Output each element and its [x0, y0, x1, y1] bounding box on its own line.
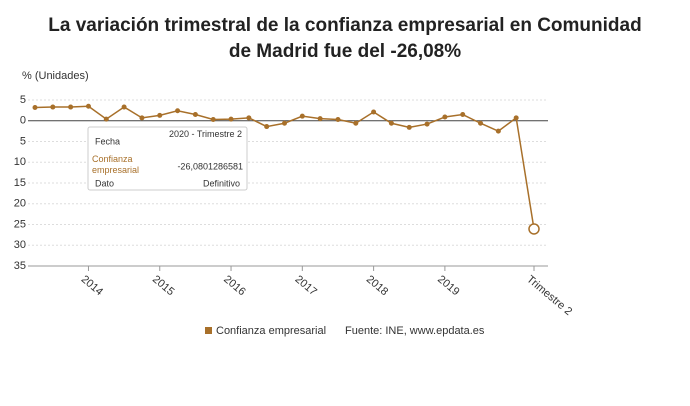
data-point — [139, 115, 145, 121]
tooltip-key: Dato — [95, 178, 114, 188]
data-point — [50, 104, 56, 110]
data-point — [353, 120, 359, 126]
y-tick-label: 35 — [14, 260, 26, 272]
y-tick-label: 20 — [14, 198, 26, 210]
data-point — [121, 104, 127, 110]
legend-label: Confianza empresarial — [216, 325, 326, 337]
chart-title: La variación trimestral de la confianza … — [48, 15, 641, 36]
data-point — [157, 112, 163, 118]
y-tick-label: 15 — [14, 177, 26, 189]
tooltip-value: -26,0801286581 — [177, 161, 243, 171]
x-tick-label: 2018 — [364, 273, 390, 298]
data-point — [299, 113, 305, 119]
y-tick-label: 10 — [14, 156, 26, 168]
y-tick-label: 0 — [20, 115, 26, 127]
data-point — [528, 223, 540, 235]
y-tick-label: 25 — [14, 218, 26, 230]
y-tick-label: 5 — [20, 94, 26, 106]
y-tick-label: 30 — [14, 239, 26, 251]
data-point — [513, 115, 519, 121]
tooltip-box — [87, 126, 248, 191]
data-point — [406, 124, 412, 130]
data-point — [442, 114, 448, 120]
tooltip-value-text: 2020 - Trimestre 2 — [168, 129, 242, 139]
x-tick-label: 2015 — [150, 273, 176, 298]
data-point — [478, 120, 484, 126]
data-point — [228, 116, 234, 122]
x-tick-label: 2014 — [79, 273, 105, 298]
tooltip-key-text: Confianza empresarial — [92, 154, 140, 175]
tooltip-value: Definitivo — [203, 178, 240, 188]
data-point — [264, 124, 270, 130]
source: Fuente: INE, www.epdata.es — [345, 325, 485, 337]
data-point — [335, 117, 341, 123]
data-point — [424, 121, 430, 127]
data-point — [210, 117, 216, 123]
data-point — [495, 128, 501, 134]
data-point — [175, 108, 181, 114]
tooltip-key: Confianza empresarial — [92, 154, 140, 175]
data-point — [460, 112, 466, 118]
x-tick-label: Trimestre 2 — [524, 273, 574, 318]
tooltip: Fecha 2020 - Trimestre 2 Confianza empresa… — [87, 126, 248, 191]
tooltip-value: 2020 - Trimestre 2 — [168, 129, 242, 139]
legend-swatch — [205, 327, 212, 334]
tooltip-key: Fecha — [95, 136, 120, 146]
chart-title: de Madrid fue del -26,08% — [229, 41, 461, 62]
y-tick-label: 5 — [20, 135, 26, 147]
y-axis-label: % (Unidades) — [22, 70, 89, 82]
data-point — [388, 120, 394, 126]
data-point — [68, 104, 74, 110]
data-point — [103, 116, 109, 122]
data-point — [192, 112, 198, 118]
data-point — [317, 116, 323, 122]
data-point — [85, 103, 91, 109]
x-tick-label: 2019 — [435, 273, 461, 298]
data-point — [282, 120, 287, 126]
data-point — [32, 104, 38, 110]
data-point — [371, 109, 377, 115]
x-tick-label: 2017 — [293, 273, 319, 298]
data-point — [246, 115, 252, 121]
x-tick-label: 2016 — [221, 273, 247, 298]
